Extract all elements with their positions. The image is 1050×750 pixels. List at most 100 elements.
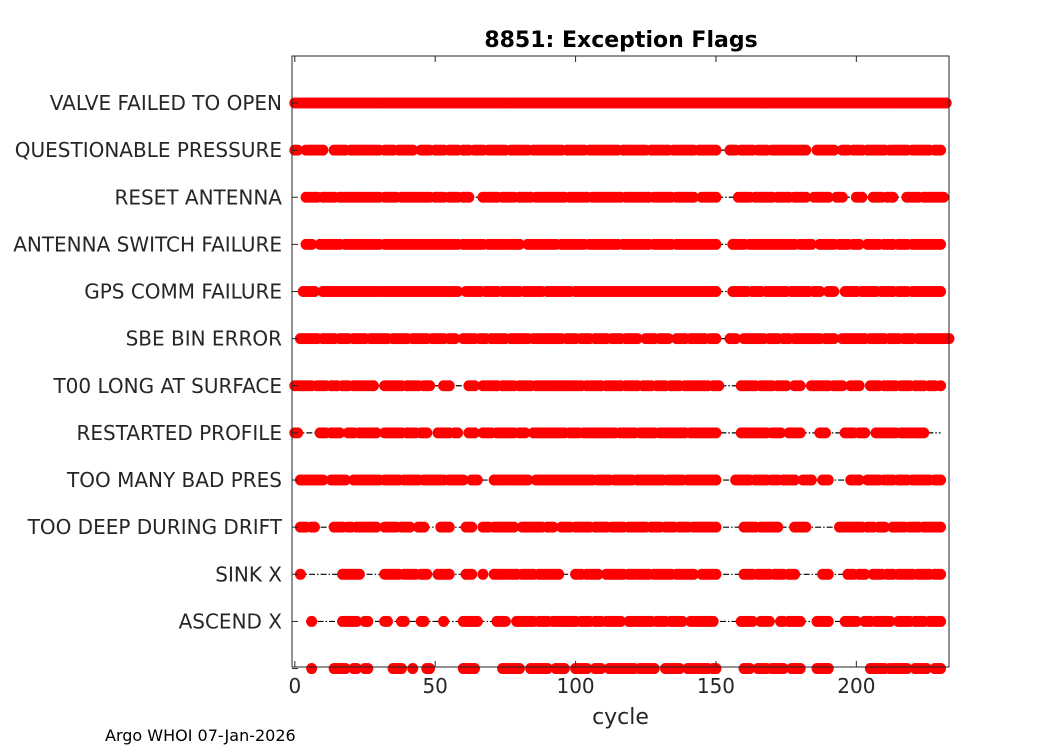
series-row [289,97,952,109]
data-point [469,427,480,439]
series-row [306,615,947,627]
data-point [853,474,865,486]
series-row [294,474,947,486]
data-point [351,663,363,675]
data-point [775,427,787,439]
data-point [308,286,320,298]
x-tick-label: 50 [422,674,447,698]
data-point [884,615,896,627]
data-point [688,191,699,203]
data-point [935,380,947,392]
data-point [424,380,436,392]
data-point [438,615,450,627]
data-point [805,474,817,486]
x-tick-label: 0 [288,674,301,698]
data-point [710,191,722,203]
data-point [421,427,433,439]
data-point [362,615,374,627]
y-tick-label: T00 LONG AT SURFACE [52,374,282,398]
data-point [306,615,318,627]
data-point [901,663,913,675]
series-row [300,191,949,203]
data-point [469,663,480,675]
data-point [710,521,722,533]
data-point [822,474,834,486]
data-point [547,521,559,533]
data-point [306,663,318,675]
data-point [308,521,320,533]
data-point [631,333,643,345]
series-row [294,521,947,533]
data-point [800,191,812,203]
series-row [289,380,947,392]
data-point [443,568,455,580]
data-point [581,663,593,675]
y-tick-label: SBE BIN ERROR [126,327,283,351]
data-point [418,521,430,533]
data-point [935,286,947,298]
data-point [710,286,722,298]
series-row [294,333,955,345]
data-point [850,615,862,627]
y-tick-label: ASCEND X [179,609,283,633]
data-point [662,333,674,345]
data-point [558,663,570,675]
data-point [418,615,430,627]
data-point [449,333,461,345]
x-axis-ticks: 0 50 100 150 200 [288,56,875,698]
data-point [542,663,553,675]
data-point [836,380,848,392]
plot-box [291,55,950,668]
y-tick-label: RESET ANTENNA [114,185,282,209]
data-point [828,333,840,345]
data-point [466,521,478,533]
data-point [828,286,840,298]
data-point [499,615,511,627]
data-point [553,568,565,580]
y-tick-labels: VALVE FAILED TO OPEN QUESTIONABLE PRESSUR… [13,91,298,670]
data-point [457,474,469,486]
data-point [763,615,775,627]
data-point [814,286,826,298]
data-point [339,474,351,486]
data-point [710,427,722,439]
y-tick-label: TOO MANY BAD PRES [66,468,282,492]
y-tick-label: SINK X [215,562,282,586]
data-point [789,568,801,580]
chart-title: 8851: Exception Flags [484,28,757,53]
data-point [777,663,789,675]
data-point [522,474,534,486]
data-point [508,521,520,533]
data-point [404,521,416,533]
data-point [648,663,660,675]
data-point [935,474,947,486]
data-point [710,568,722,580]
data-point [370,521,382,533]
data-point [353,568,365,580]
series-row [289,144,947,156]
data-point [710,474,722,486]
data-point [443,521,455,533]
data-point [477,568,489,580]
data-point [822,663,834,675]
data-point [424,663,436,675]
data-point [937,191,949,203]
data-point [351,615,363,627]
data-point [707,615,719,627]
series-row [306,663,947,675]
data-point [317,474,329,486]
data-point [334,427,346,439]
footer-credit: Argo WHOI 07-Jan-2026 [105,726,296,745]
y-tick-label: RESTARTED PROFILE [76,421,282,445]
data-point [822,191,834,203]
data-point [853,238,865,250]
data-point [595,663,607,675]
data-point [819,427,831,439]
data-point [853,380,865,392]
data-point [710,333,722,345]
data-point [800,521,812,533]
data-point [443,380,455,392]
data-point [452,427,464,439]
rows-layer [289,97,955,675]
data-point [317,144,329,156]
